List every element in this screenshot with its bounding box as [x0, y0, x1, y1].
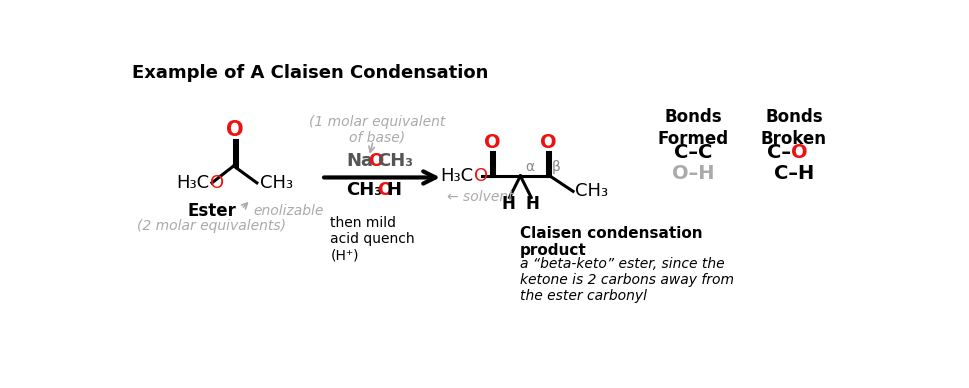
Text: Example of A Claisen Condensation: Example of A Claisen Condensation — [132, 64, 488, 81]
Text: Bonds
Formed: Bonds Formed — [657, 108, 728, 148]
Text: H: H — [501, 195, 516, 213]
Text: O: O — [474, 167, 487, 185]
Text: H: H — [386, 181, 401, 199]
Text: α: α — [524, 160, 534, 174]
Text: CH₃: CH₃ — [346, 181, 382, 199]
Text: O: O — [209, 174, 224, 192]
Text: enolizable: enolizable — [253, 204, 323, 218]
Text: O: O — [484, 133, 500, 152]
Text: C–C: C–C — [673, 143, 711, 162]
Text: Na: Na — [346, 152, 373, 170]
Text: O–H: O–H — [672, 164, 714, 183]
Text: a “beta-keto” ester, since the
ketone is 2 carbons away from
the ester carbonyl: a “beta-keto” ester, since the ketone is… — [519, 257, 733, 303]
Text: ← solvent: ← solvent — [447, 190, 513, 204]
Text: O: O — [377, 181, 391, 199]
Text: C–H: C–H — [773, 164, 813, 183]
Text: CH₃: CH₃ — [260, 174, 293, 192]
Text: then mild
acid quench
(H⁺): then mild acid quench (H⁺) — [330, 216, 415, 262]
Text: (2 molar equivalents): (2 molar equivalents) — [138, 219, 286, 233]
Text: O: O — [540, 133, 556, 152]
Text: H₃C: H₃C — [176, 174, 209, 192]
Text: Bonds
Broken: Bonds Broken — [760, 108, 827, 148]
Text: β: β — [550, 160, 559, 174]
Text: Claisen condensation
product: Claisen condensation product — [519, 226, 702, 258]
Text: O: O — [367, 152, 383, 170]
Text: O: O — [790, 143, 806, 162]
Text: (1 molar equivalent
of base): (1 molar equivalent of base) — [308, 114, 445, 145]
Text: C–: C– — [766, 143, 790, 162]
Text: O: O — [226, 121, 244, 140]
Text: H₃C: H₃C — [440, 167, 474, 185]
Text: Ester: Ester — [187, 202, 236, 220]
Text: CH₃: CH₃ — [575, 182, 608, 200]
Text: CH₃: CH₃ — [377, 152, 413, 170]
Text: H: H — [524, 195, 539, 213]
